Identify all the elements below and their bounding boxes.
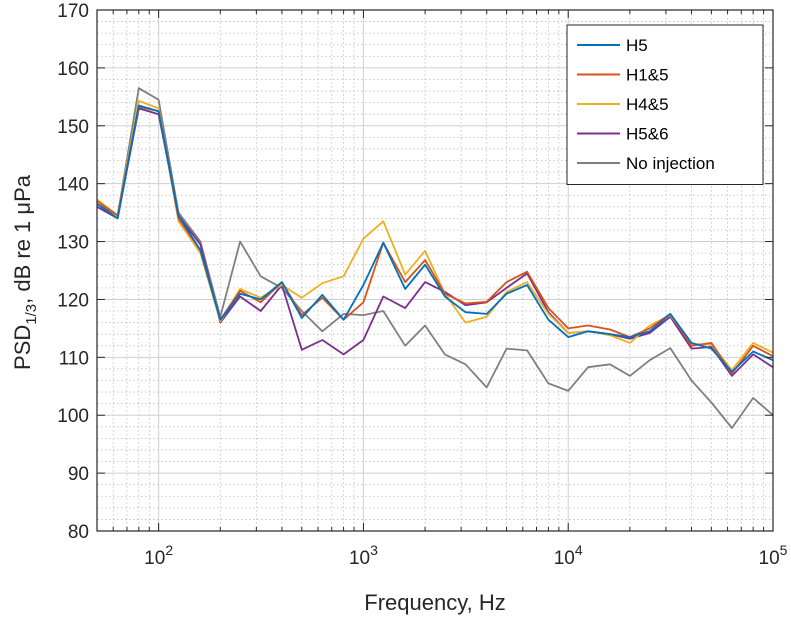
legend-label: H5 [626, 36, 648, 55]
series-line-h5 [96, 104, 774, 373]
legend-label: No injection [626, 154, 715, 173]
y-tick-label: 140 [57, 175, 89, 196]
y-tick-label: 110 [59, 348, 89, 369]
x-tick-label: 102 [144, 542, 173, 569]
y-tick-label: 130 [57, 233, 89, 254]
y-axis-title-subscript: 1/3 [23, 304, 40, 325]
y-axis-title: PSD1/3, dB re 1 μPa [10, 174, 40, 370]
y-tick-label: 80 [68, 522, 89, 543]
series-line-no-injection [96, 87, 774, 429]
y-tick-label: 90 [68, 464, 89, 485]
legend: H5 H1&5 H4&5 H5&6 No injection [566, 24, 764, 185]
x-tick-label: 103 [349, 542, 378, 569]
legend-label: H4&5 [626, 95, 669, 114]
y-tick-label: 150 [57, 117, 89, 138]
x-tick-label: 105 [759, 542, 788, 569]
y-tick-label: 170 [57, 1, 89, 22]
series-lines [96, 87, 774, 429]
y-axis-title-main: PSD [10, 325, 35, 370]
y-tick-label: 120 [57, 290, 89, 311]
axes [96, 9, 774, 532]
legend-label: H1&5 [626, 66, 669, 85]
y-tick-label: 160 [57, 59, 89, 80]
minor-grid [97, 10, 773, 531]
x-tick-label: 104 [554, 542, 583, 569]
x-axis-title: Frequency, Hz [364, 590, 505, 615]
tick-labels: 102 103 104 105 80 90 100 110 120 130 140 150 160 170 [57, 1, 787, 569]
legend-label: H5&6 [626, 125, 669, 144]
y-tick-label: 100 [57, 406, 89, 427]
y-axis-title-units: , dB re 1 μPa [10, 174, 35, 304]
axes-box [96, 9, 774, 532]
